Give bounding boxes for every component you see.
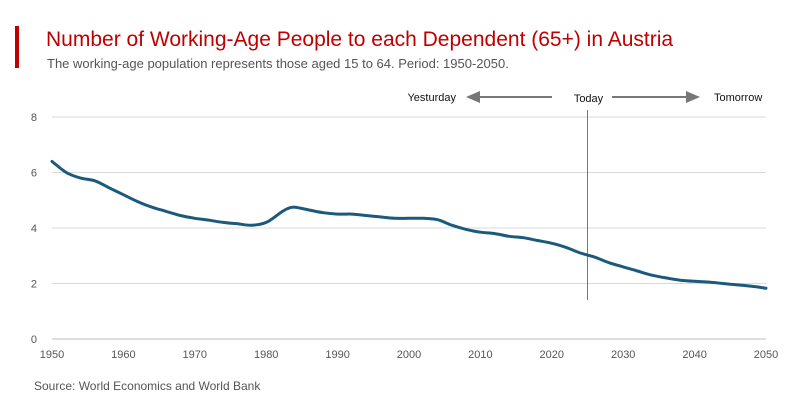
- y-tick-label: 2: [31, 279, 37, 291]
- x-tick-label: 1980: [254, 349, 278, 361]
- x-tick-label: 1950: [40, 349, 64, 361]
- x-tick-label: 1960: [111, 349, 135, 361]
- annotations: Today Yesturday Tomorrow: [407, 91, 762, 300]
- x-tick-label: 1970: [183, 349, 207, 361]
- axis-labels: 0 2 4 6 8 1950 1960 1970 1980 1990 2000 2010 2020 203…: [31, 112, 778, 361]
- y-tick-label: 8: [31, 112, 37, 124]
- past-label: Yesturday: [407, 92, 456, 104]
- y-tick-label: 0: [31, 334, 37, 346]
- series-layer: [50, 159, 768, 290]
- y-tick-label: 6: [31, 168, 37, 180]
- chart-title: Number of Working-Age People to each Dep…: [46, 28, 674, 51]
- title-accent-bar: [15, 26, 19, 68]
- x-tick-label: 2030: [611, 349, 635, 361]
- future-arrowhead: [686, 91, 700, 103]
- x-tick-label: 2050: [754, 349, 778, 361]
- series-line-0: [50, 159, 768, 290]
- today-label: Today: [574, 93, 604, 105]
- future-label: Tomorrow: [714, 92, 762, 104]
- x-tick-label: 2020: [540, 349, 564, 361]
- x-tick-label: 2040: [682, 349, 706, 361]
- x-tick-label: 2010: [468, 349, 492, 361]
- y-tick-label: 4: [31, 223, 37, 235]
- past-arrowhead: [466, 91, 480, 103]
- x-tick-label: 1990: [325, 349, 349, 361]
- source-note: Source: World Economics and World Bank: [34, 379, 261, 393]
- gridlines: [52, 116, 766, 340]
- x-tick-label: 2000: [397, 349, 421, 361]
- chart-subtitle: The working-age population represents th…: [47, 56, 509, 71]
